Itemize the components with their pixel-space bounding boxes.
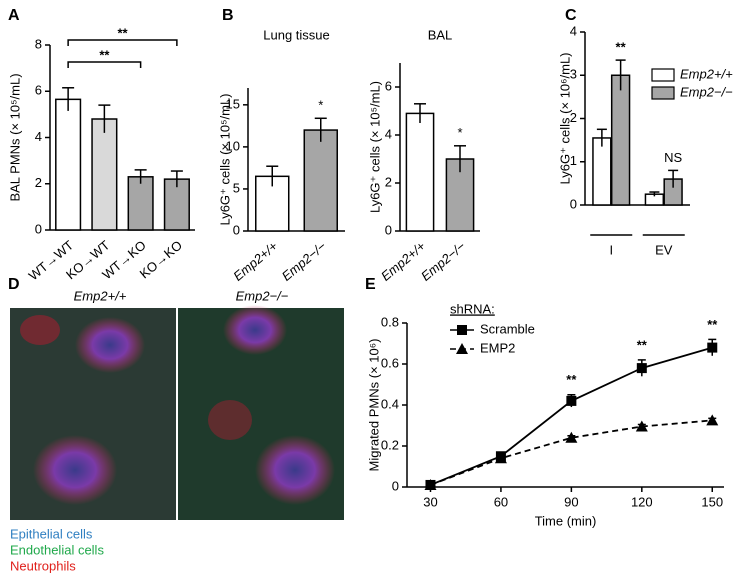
x-tick-label: EV [655, 242, 673, 257]
x-tick-label: 150 [701, 494, 723, 509]
x-tick-label: 120 [631, 494, 653, 509]
line [430, 419, 713, 486]
y-tick-label: 2 [385, 174, 392, 189]
x-tick-label: 60 [494, 494, 508, 509]
annotation: ** [616, 40, 627, 55]
significance-bracket [67, 61, 142, 68]
y-tick-label: 0 [392, 478, 399, 493]
y-tick-label: 0.2 [381, 437, 399, 452]
legend-label: Emp2−/− [680, 84, 733, 99]
annotation: ** [637, 337, 648, 352]
image-label: Emp2−/− [236, 288, 289, 303]
point [636, 363, 647, 374]
y-tick-label: 0.8 [381, 314, 399, 329]
y-axis-label: Migrated PMNs (× 10⁶) [366, 339, 381, 472]
annotation: * [457, 125, 462, 140]
bar [163, 178, 190, 231]
annotation: ** [707, 317, 718, 332]
image-label: Emp2+/+ [74, 288, 127, 303]
y-tick-label: 2 [35, 175, 42, 190]
panel-letter: B [222, 7, 234, 24]
image-legend: Epithelial cells [10, 526, 93, 541]
y-tick-label: 8 [35, 36, 42, 51]
panel-letter: C [565, 7, 577, 24]
point [635, 420, 648, 432]
y-tick-label: 0.6 [381, 355, 399, 370]
bar [592, 137, 612, 206]
panel-letter: D [8, 276, 20, 293]
y-axis-label: BAL PMNs (× 10⁵/mL) [7, 73, 22, 201]
bar [91, 118, 118, 231]
x-axis-label: Time (min) [535, 513, 597, 528]
x-tick-label: 30 [423, 494, 437, 509]
legend-title: shRNA: [450, 301, 495, 316]
legend-marker [457, 325, 467, 335]
image-legend: Neutrophils [10, 558, 76, 573]
bar [610, 74, 631, 206]
y-axis-label: Ly6G⁺ cells (× 10⁵/mL) [367, 81, 382, 213]
x-tick-label: Emp2−/− [279, 238, 329, 284]
y-tick-label: 4 [35, 129, 42, 144]
x-tick-label: I [609, 242, 613, 257]
y-tick-label: 2 [570, 110, 577, 125]
annotation: ** [566, 372, 577, 387]
x-tick-label: 90 [564, 494, 578, 509]
line [430, 346, 713, 486]
y-tick-label: 10 [226, 138, 240, 153]
point [424, 478, 437, 490]
panel-letter: A [8, 7, 20, 24]
point [494, 452, 507, 464]
y-tick-label: 5 [233, 180, 240, 195]
legend-label: Emp2+/+ [680, 66, 733, 81]
y-tick-label: 0 [35, 221, 42, 236]
annotation: ** [99, 47, 110, 62]
y-tick-label: 0.4 [381, 396, 399, 411]
legend-swatch [651, 86, 675, 100]
legend-swatch [651, 68, 675, 82]
micrograph [10, 305, 344, 520]
bar [127, 176, 154, 231]
bar [55, 98, 82, 231]
annotation: NS [664, 150, 682, 165]
legend-label: Scramble [480, 321, 535, 336]
point [707, 342, 718, 353]
panel-letter: E [365, 276, 376, 293]
y-tick-label: 4 [385, 126, 392, 141]
y-tick-label: 4 [570, 23, 577, 38]
legend-marker [456, 343, 468, 354]
y-axis-label: Ly6G⁺ cells (× 10⁶/mL) [557, 52, 572, 184]
bar [303, 129, 338, 232]
point [565, 431, 578, 443]
x-tick-label: Emp2+/+ [230, 238, 280, 284]
y-axis-label: Ly6G⁺ cells (× 10⁵/mL) [217, 93, 232, 225]
y-tick-label: 6 [385, 78, 392, 93]
chart-title: BAL [428, 27, 453, 42]
bar [405, 112, 435, 232]
y-tick-label: 0 [385, 222, 392, 237]
y-tick-label: 1 [570, 153, 577, 168]
annotation: ** [117, 25, 128, 40]
x-tick-label: Emp2−/− [418, 238, 468, 284]
chart-title: Lung tissue [263, 27, 330, 42]
y-tick-label: 3 [570, 67, 577, 82]
point [566, 395, 577, 406]
annotation: * [318, 98, 323, 113]
y-tick-label: 15 [226, 96, 240, 111]
legend-label: EMP2 [480, 340, 515, 355]
y-tick-label: 0 [233, 222, 240, 237]
point [706, 414, 719, 426]
y-tick-label: 6 [35, 83, 42, 98]
y-tick-label: 0 [570, 196, 577, 211]
image-legend: Endothelial cells [10, 542, 104, 557]
significance-bracket [67, 39, 178, 46]
